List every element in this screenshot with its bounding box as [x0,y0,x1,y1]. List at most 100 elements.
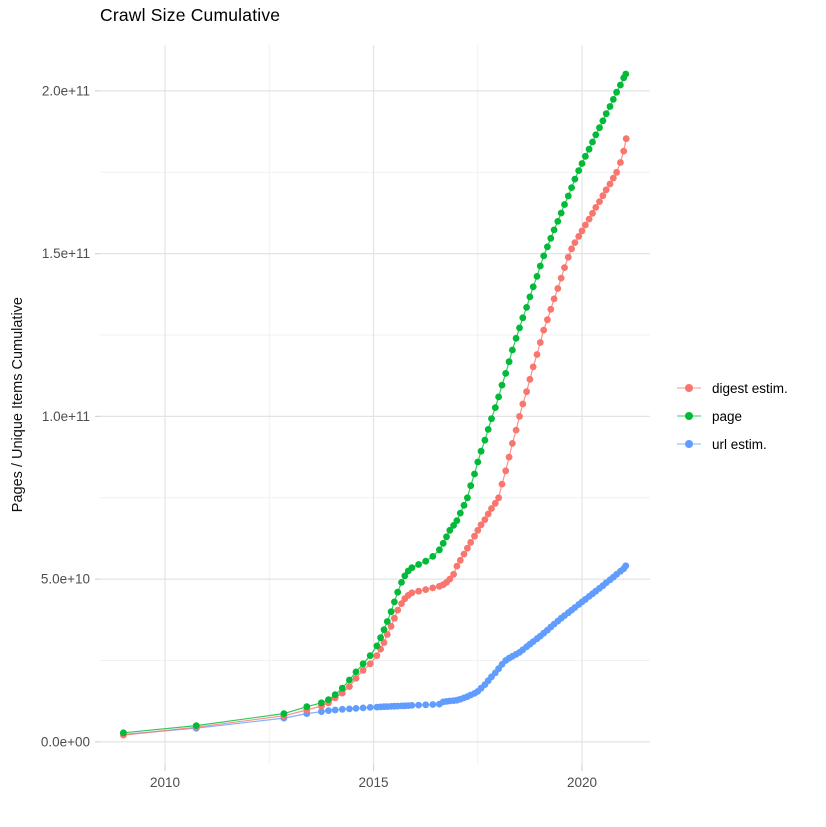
data-point-page [533,273,541,280]
legend-item-digest-estim: digest estim. [674,374,788,402]
data-point-digest-estim [415,587,422,595]
data-point-digest-estim [383,631,391,638]
data-point-page [609,96,617,103]
y-tick-label: 5.0e+10 [41,572,90,587]
data-point-digest-estim [571,239,579,247]
data-point-page [380,626,388,633]
legend-label-page: page [712,408,743,424]
data-point-page [474,458,482,466]
data-point-page [439,539,447,547]
data-point-digest-estim [491,499,499,507]
data-point-page [561,201,568,208]
data-point-page [401,572,409,580]
data-point-page [481,436,489,444]
data-point-page [550,226,558,234]
series-line-page [123,73,627,734]
data-point-digest-estim [495,494,502,502]
data-point-page [622,70,630,78]
data-point-digest-estim [380,639,388,646]
data-point-page [613,88,620,96]
data-point-digest-estim [464,544,471,552]
data-point-url-estim [415,701,422,709]
y-tick-label: 0.0e+00 [41,734,90,749]
data-point-page [387,608,395,616]
data-point-page [589,138,596,146]
data-point-url-estim [422,701,430,709]
data-point-digest-estim [359,666,367,674]
data-point-page [398,579,405,586]
data-point-digest-estim [502,467,510,475]
data-point-digest-estim [408,589,416,597]
data-point-page [582,152,589,160]
data-point-digest-estim [529,363,537,371]
data-point-page [467,482,475,490]
data-point-page [450,522,457,529]
data-point-page [509,346,516,354]
data-point-url-estim [408,702,416,709]
data-point-digest-estim [582,221,589,229]
data-point-digest-estim [606,180,614,188]
y-tick-label: 1.0e+11 [42,409,90,424]
data-point-digest-estim [540,326,548,334]
data-point-digest-estim [622,135,630,143]
data-point-page [502,370,510,377]
data-point-url-estim [622,562,630,570]
data-point-page [408,564,416,572]
data-point-page [602,110,610,118]
data-point-digest-estim [453,562,461,570]
legend-label-digest-estim: digest estim. [712,380,788,396]
data-point-page [505,358,513,366]
data-point-page [495,393,502,401]
data-point-url-estim [318,708,325,715]
data-point-page [547,234,555,242]
x-tick-label: 2010 [150,775,180,790]
data-point-digest-estim [471,532,478,540]
data-point-page [536,262,544,270]
legend-key-page-icon [677,412,701,420]
data-point-digest-estim [474,526,482,534]
data-point-page [318,699,325,707]
data-point-digest-estim [585,215,593,223]
data-point-page [325,696,332,703]
data-point-page [516,324,523,332]
data-point-digest-estim [398,600,405,607]
data-point-page [192,722,200,729]
data-point-digest-estim [484,510,492,518]
data-point-digest-estim [352,675,360,682]
legend-key-digest-estim-icon [677,384,701,392]
data-point-digest-estim [564,253,572,261]
data-point-page [446,526,454,534]
data-point-digest-estim [512,426,520,434]
y-axis-title: Pages / Unique Items Cumulative [10,297,26,513]
data-point-digest-estim [498,480,506,488]
data-point-page [359,660,367,668]
data-point-digest-estim [599,192,607,200]
data-point-digest-estim [391,614,398,622]
data-point-page [415,561,422,568]
data-point-page [456,509,464,517]
data-point-digest-estim [366,660,374,668]
legend-key-url-estim-icon [677,440,701,448]
data-point-digest-estim [620,147,628,155]
data-point-page [391,598,398,606]
data-point-digest-estim [568,245,575,253]
data-point-digest-estim [547,305,555,313]
data-point-page [540,252,548,260]
data-point-page [460,501,468,509]
data-point-page [120,729,127,737]
data-point-page [477,447,485,455]
data-point-digest-estim [544,316,551,324]
data-point-page [453,517,461,524]
data-point-digest-estim [561,264,568,271]
data-point-digest-estim [617,159,624,166]
data-point-page [436,546,443,554]
data-point-digest-estim [467,539,475,546]
data-point-digest-estim [533,351,541,358]
data-point-page [377,634,384,642]
data-point-digest-estim [589,209,596,217]
data-point-url-estim [429,701,437,708]
data-point-page [346,676,353,684]
data-point-digest-estim [554,285,562,292]
data-point-page [512,334,520,342]
